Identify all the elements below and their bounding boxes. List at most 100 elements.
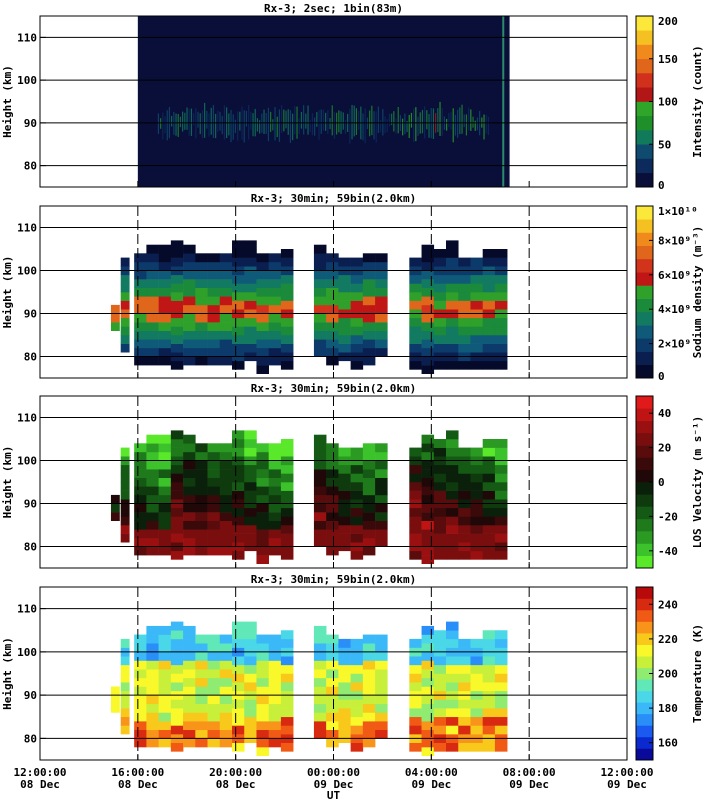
heatmap-cell xyxy=(494,673,508,683)
heatmap-cell xyxy=(183,279,196,288)
intensity-strip xyxy=(338,110,340,133)
heatmap-cell xyxy=(146,546,159,556)
heatmap-cell xyxy=(268,738,282,748)
heatmap-cell xyxy=(421,347,435,357)
heatmap-cell xyxy=(313,712,327,722)
heatmap-cell xyxy=(170,656,184,666)
heatmap-cell xyxy=(375,486,388,496)
heatmap-cell xyxy=(313,451,327,461)
colorbar-segment xyxy=(636,644,653,657)
heatmap-cell xyxy=(313,721,327,731)
heatmap-cell xyxy=(494,335,508,344)
y-axis-label: Height (km) xyxy=(1,637,14,710)
heatmap-cell xyxy=(482,360,496,370)
heatmap-cell xyxy=(195,477,208,487)
heatmap-cell xyxy=(409,257,422,267)
heatmap-cell xyxy=(375,529,388,539)
heatmap-cell xyxy=(244,630,257,640)
heatmap-cell xyxy=(494,533,508,543)
heatmap-cell xyxy=(120,482,130,491)
heatmap-cell xyxy=(170,490,184,500)
heatmap-cell xyxy=(446,317,459,327)
heatmap-cell xyxy=(134,296,147,306)
heatmap-cell xyxy=(409,656,422,666)
heatmap-cell xyxy=(446,630,459,640)
heatmap-cell xyxy=(482,249,496,258)
colorbar-segment xyxy=(636,298,653,313)
y-tick-label: 80 xyxy=(24,732,37,745)
intensity-strip xyxy=(292,113,294,141)
heatmap-cell xyxy=(219,347,233,357)
heatmap-cell xyxy=(244,525,257,534)
heatmap-cell xyxy=(446,699,459,709)
heatmap-cell xyxy=(146,253,159,263)
heatmap-cell xyxy=(170,343,184,353)
heatmap-cell xyxy=(207,287,221,297)
heatmap-cell xyxy=(446,507,459,517)
heatmap-cell xyxy=(482,274,496,284)
colorbar-segment xyxy=(636,30,653,45)
heatmap-cell xyxy=(134,643,147,653)
colorbar-segment xyxy=(636,445,653,458)
intensity-strip xyxy=(289,110,292,143)
heatmap-cell xyxy=(170,638,184,648)
heatmap-cell xyxy=(158,322,172,331)
heatmap-cell xyxy=(244,699,257,709)
heatmap-cell xyxy=(170,249,184,258)
intensity-strip xyxy=(237,111,239,141)
heatmap-cell xyxy=(375,643,388,653)
heatmap-cell xyxy=(494,317,508,327)
heatmap-cell xyxy=(219,330,233,340)
heatmap-cell xyxy=(134,520,147,530)
heatmap-cell xyxy=(231,664,245,674)
intensity-strip xyxy=(404,113,406,135)
heatmap-cell xyxy=(170,292,184,301)
heatmap-cell xyxy=(433,490,447,500)
heatmap-cell xyxy=(120,300,130,310)
heatmap-cell xyxy=(458,638,471,648)
heatmap-cell xyxy=(433,525,447,534)
heatmap-cell xyxy=(256,703,269,713)
heatmap-cell xyxy=(195,729,208,739)
heatmap-cell xyxy=(158,443,172,453)
heatmap-cell xyxy=(362,546,376,556)
heatmap-cell xyxy=(231,360,245,370)
heatmap-cell xyxy=(219,738,233,748)
heatmap-cell xyxy=(195,304,208,314)
heatmap-cell xyxy=(494,343,508,353)
heatmap-cell xyxy=(482,482,496,491)
heatmap-cell xyxy=(268,270,282,280)
heatmap-cell xyxy=(326,721,339,731)
heatmap-cell xyxy=(268,330,282,340)
heatmap-cell xyxy=(409,283,422,293)
heatmap-cell xyxy=(244,638,257,648)
heatmap-cell xyxy=(433,682,447,692)
heatmap-cell xyxy=(183,287,196,297)
heatmap-cell xyxy=(120,516,130,526)
heatmap-cell xyxy=(219,287,233,297)
heatmap-cell xyxy=(219,477,233,487)
heatmap-cell xyxy=(470,482,483,491)
colorbar-tick-label: 20 xyxy=(658,442,671,455)
heatmap-cell xyxy=(244,516,257,526)
heatmap-cell xyxy=(421,729,435,739)
heatmap-cell xyxy=(446,525,459,534)
colorbar-tick-label: 2×10⁹ xyxy=(658,338,691,351)
heatmap-cell xyxy=(134,712,147,722)
heatmap-cell xyxy=(219,529,233,539)
heatmap-cell xyxy=(268,304,282,314)
intensity-strip xyxy=(201,110,204,139)
heatmap-cell xyxy=(280,638,294,648)
heatmap-cell xyxy=(350,533,364,543)
heatmap-cell xyxy=(110,313,120,323)
heatmap-cell xyxy=(470,292,483,301)
heatmap-cell xyxy=(146,443,159,453)
heatmap-cell xyxy=(219,669,233,679)
heatmap-cell xyxy=(362,520,376,530)
heatmap-cell xyxy=(195,520,208,530)
intensity-strip xyxy=(424,106,426,139)
heatmap-cell xyxy=(158,486,172,496)
heatmap-cell xyxy=(219,460,233,470)
heatmap-cell xyxy=(409,326,422,336)
heatmap-cell xyxy=(207,339,221,349)
